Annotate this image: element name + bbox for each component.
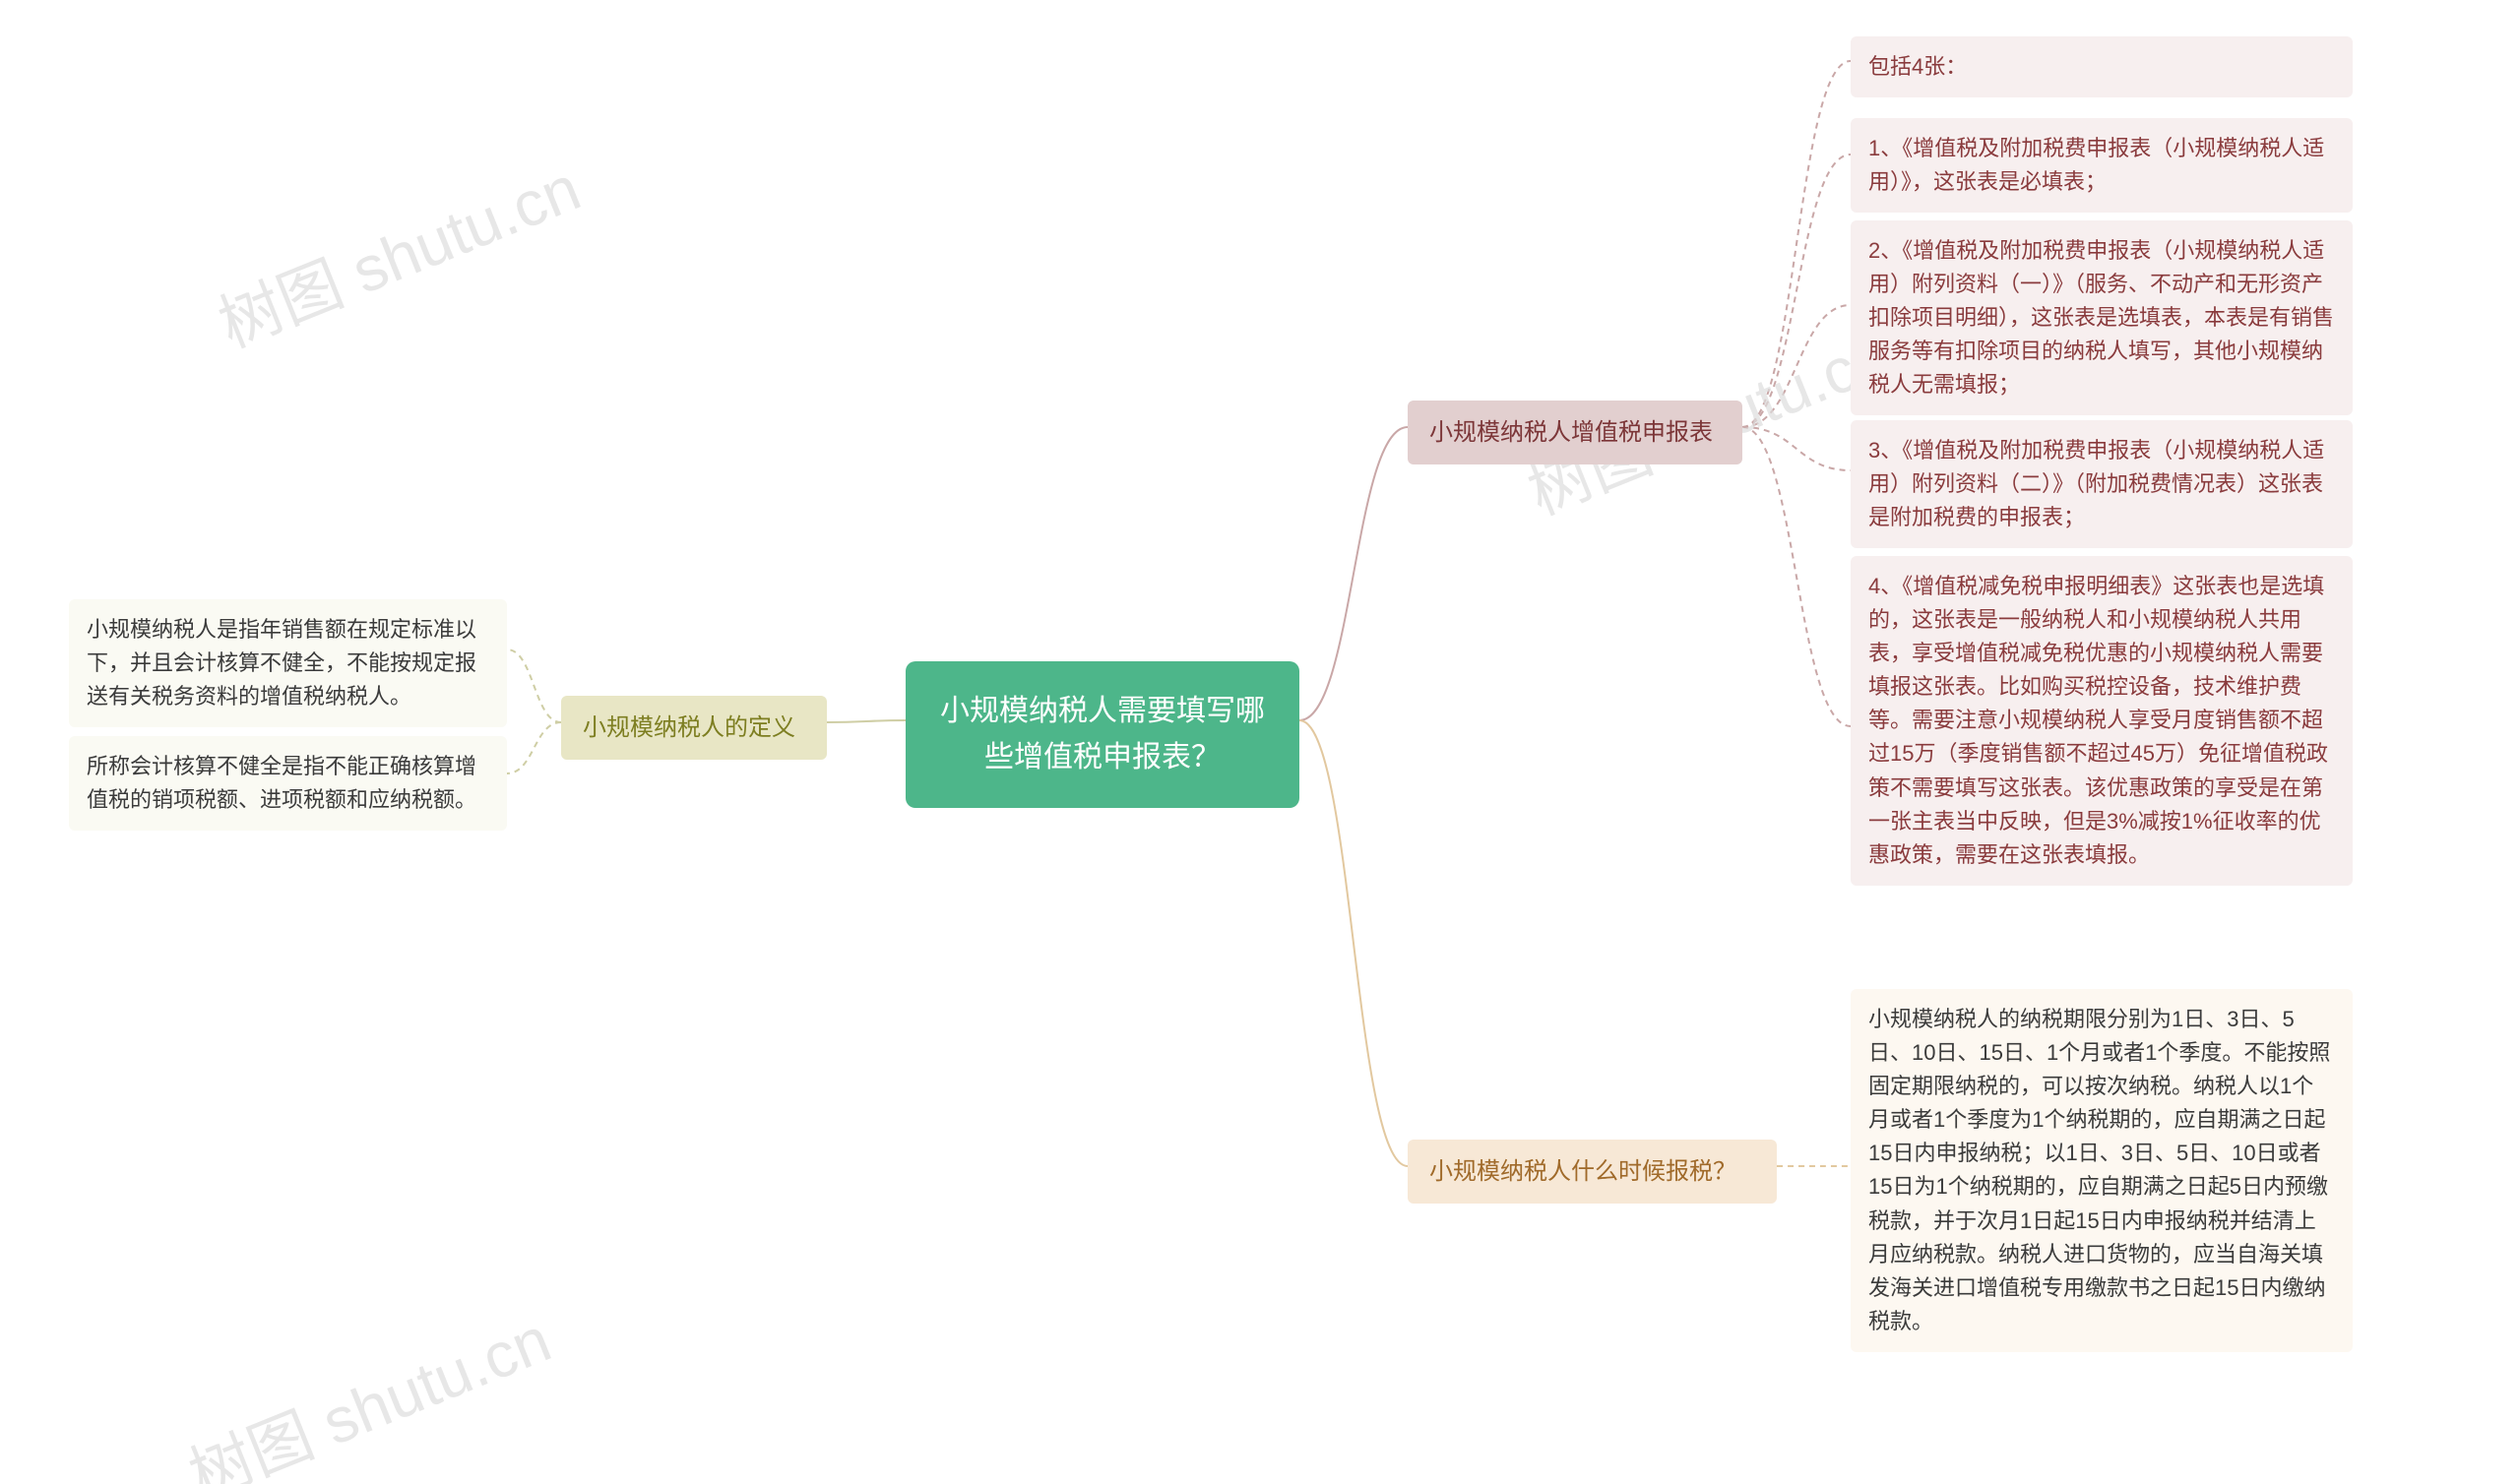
leaf-definition-0: 小规模纳税人是指年销售额在规定标准以下，并且会计核算不健全，不能按规定报送有关税… xyxy=(69,599,507,727)
root-node: 小规模纳税人需要填写哪些增值税申报表？ xyxy=(906,661,1299,808)
watermark: 树图 shutu.cn xyxy=(174,1290,562,1484)
leaf-forms-0: 包括4张： xyxy=(1851,36,2353,97)
branch-definition: 小规模纳税人的定义 xyxy=(561,696,827,760)
leaf-forms-1: 1、《增值税及附加税费申报表（小规模纳税人适用）》，这张表是必填表； xyxy=(1851,118,2353,213)
root-text: 小规模纳税人需要填写哪些增值税申报表？ xyxy=(935,689,1270,780)
leaf-forms-4: 4、《增值税减免税申报明细表》这张表也是选填的，这张表是一般纳税人和小规模纳税人… xyxy=(1851,556,2353,886)
leaf-when-0: 小规模纳税人的纳税期限分别为1日、3日、5日、10日、15日、1个月或者1个季度… xyxy=(1851,989,2353,1352)
leaf-forms-3: 3、《增值税及附加税费申报表（小规模纳税人适用）附列资料（二）》（附加税费情况表… xyxy=(1851,420,2353,548)
leaf-forms-2: 2、《增值税及附加税费申报表（小规模纳税人适用）附列资料（一）》（服务、不动产和… xyxy=(1851,220,2353,415)
leaf-definition-1: 所称会计核算不健全是指不能正确核算增值税的销项税额、进项税额和应纳税额。 xyxy=(69,736,507,831)
watermark: 树图 shutu.cn xyxy=(204,139,592,366)
branch-when: 小规模纳税人什么时候报税？ xyxy=(1408,1140,1777,1204)
branch-forms: 小规模纳税人增值税申报表 xyxy=(1408,401,1742,464)
